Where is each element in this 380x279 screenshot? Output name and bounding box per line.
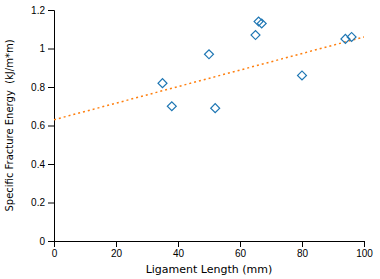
tick-label: 60	[235, 248, 247, 259]
tick-mark	[48, 203, 54, 204]
chart: 0 20 40 60 80 100 0 0.2 0.4 0.6 0.8 1 1.2 Ligament Le…	[0, 0, 380, 279]
point	[205, 50, 214, 59]
tick-label: 0.2	[31, 197, 45, 208]
tick-label: 20	[111, 248, 123, 259]
tick-label: 80	[297, 248, 309, 259]
point	[211, 104, 220, 113]
tick: 0	[39, 236, 54, 247]
point	[167, 102, 176, 111]
tick-mark	[48, 126, 54, 127]
tick: 100	[356, 241, 373, 259]
tick-mark	[48, 49, 54, 50]
tick: 1	[39, 43, 54, 54]
tick-label: 0.4	[31, 159, 45, 170]
y-axis-title: Specific Fracture Energy (kJ/m*m)	[4, 39, 15, 211]
x-axis: 0 20 40 60 80 100	[52, 241, 374, 259]
tick: 0.8	[31, 82, 54, 93]
tick: 0.4	[31, 159, 54, 170]
point	[298, 71, 307, 80]
marks	[54, 17, 364, 120]
tick: 0.6	[31, 120, 54, 131]
point	[257, 19, 266, 28]
tick-mark	[48, 87, 54, 88]
tick-mark	[48, 10, 54, 11]
tick: 0	[52, 241, 58, 259]
tick-mark	[302, 241, 303, 247]
tick: 60	[235, 241, 247, 259]
tick: 80	[297, 241, 309, 259]
tick-label: 0	[52, 248, 58, 259]
tick-label: 0.6	[31, 120, 45, 131]
x-axis-title: Ligament Length (mm)	[146, 263, 273, 276]
tick: 40	[173, 241, 185, 259]
tick-label: 40	[173, 248, 185, 259]
y-axis: 0 0.2 0.4 0.6 0.8 1 1.2	[31, 5, 54, 247]
tick: 0.2	[31, 197, 54, 208]
tick-mark	[178, 241, 179, 247]
point	[158, 79, 167, 88]
point	[251, 31, 260, 40]
tick-mark	[48, 164, 54, 165]
tick-label: 0.8	[31, 82, 45, 93]
tick-label: 100	[356, 248, 373, 259]
tick: 1.2	[31, 5, 54, 16]
x-axis-line	[55, 242, 365, 248]
tick-label: 1.2	[31, 5, 45, 16]
tick-mark	[240, 241, 241, 247]
plot-area: 0 20 40 60 80 100 0 0.2 0.4 0.6 0.8 1 1.2	[31, 5, 373, 259]
tick-mark	[48, 241, 54, 242]
regression-line	[54, 37, 364, 120]
tick-mark	[116, 241, 117, 247]
point	[347, 32, 356, 41]
tick: 20	[111, 241, 123, 259]
y-axis-line	[48, 11, 55, 242]
tick-mark	[364, 241, 365, 247]
tick-label: 1	[39, 43, 45, 54]
tick-label: 0	[39, 236, 45, 247]
